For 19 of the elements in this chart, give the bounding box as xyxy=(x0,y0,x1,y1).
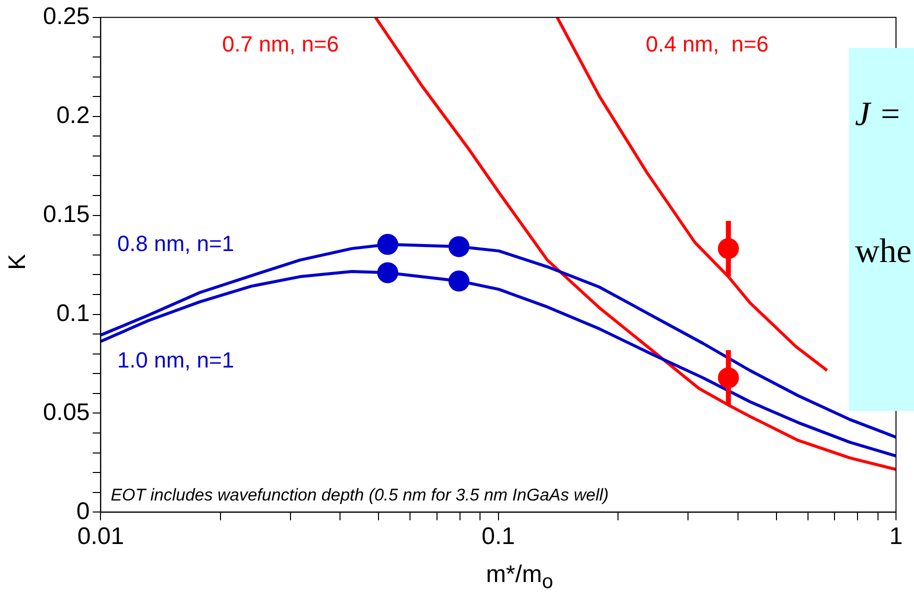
x-tick-label: 0.01 xyxy=(77,523,124,550)
annotation: EOT includes wavefunction depth (0.5 nm for 3.5 nm InGaAs well) xyxy=(110,485,609,504)
y-tick-label: 0 xyxy=(76,498,90,525)
annotation: J = xyxy=(855,96,902,134)
x-tick-label: 1 xyxy=(889,523,903,550)
y-axis-title: K xyxy=(4,254,32,270)
y-tick-label: 0.15 xyxy=(42,200,90,228)
annotation: whe xyxy=(855,233,912,271)
y-tick-label: 0.25 xyxy=(42,3,90,30)
y-tick-label: 0.05 xyxy=(42,398,90,426)
formula-box: J = whe xyxy=(849,48,914,411)
x-axis-title: m*/m$_{o}$ xyxy=(484,561,554,594)
series-label: 0.7 nm, n=6 xyxy=(222,31,339,56)
y-tick-label: 0.1 xyxy=(56,300,90,327)
y-tick-label: 0.2 xyxy=(56,102,90,129)
text: 0.4 nm, n=6 xyxy=(646,31,769,56)
x-tick-label: 0.1 xyxy=(482,523,516,550)
series-label: 1.0 nm, n=1 xyxy=(117,347,234,372)
series-label: 0.8 nm, n=1 xyxy=(117,231,234,256)
